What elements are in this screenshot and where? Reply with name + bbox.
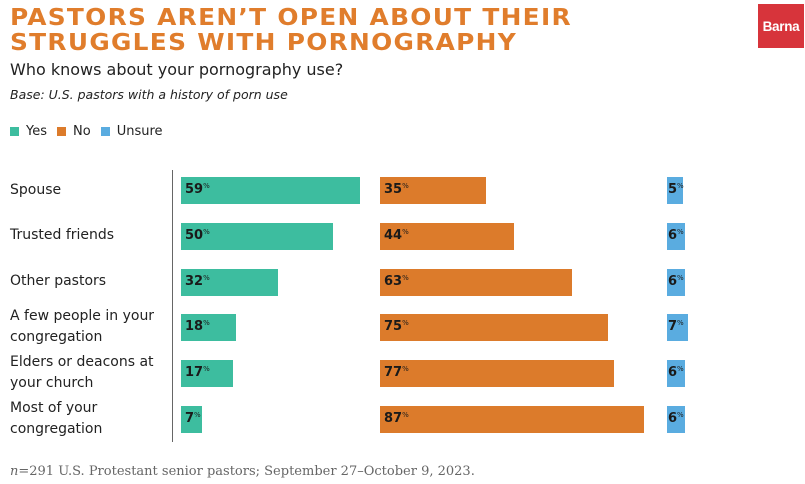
bar-no-elders-or-deacons-at-your-church: 77% (380, 360, 615, 388)
chart-title-line-2: STRUGGLES WITH PORNOGRAPHY (10, 30, 518, 56)
category-label-other-pastors: Other pastors (10, 271, 170, 292)
footnote-text: =291 U.S. Protestant senior pastors; Sep… (18, 464, 475, 479)
bar-unsure-trusted-friends: 6% (667, 222, 686, 250)
data-label-unsure-elders-or-deacons-at-your-church: 6% (668, 365, 684, 381)
legend-swatch-no (57, 127, 66, 136)
data-label-no-spouse: 35% (384, 182, 409, 197)
data-label-yes-most-of-your-congregation: 7% (185, 411, 201, 426)
data-label-unsure-most-of-your-congregation: 6% (668, 411, 684, 426)
bar-no-trusted-friends: 44% (380, 222, 514, 250)
legend-item-no: No (57, 124, 91, 139)
category-label-elders-or-deacons-at-your-church: Elders or deacons at your church (10, 352, 170, 394)
data-label-yes-other-pastors: 32% (185, 273, 210, 289)
legend: Yes No Unsure (10, 124, 163, 139)
chart-title: PASTORS AREN’T OPEN ABOUT THEIR STRUGGLE… (10, 6, 572, 56)
category-label-line: congregation (10, 329, 103, 346)
bar-yes-trusted-friends: 50% (181, 222, 333, 250)
legend-swatch-yes (10, 127, 19, 136)
footnote: n=291 U.S. Protestant senior pastors; Se… (10, 464, 475, 479)
footnote-n-symbol: n (10, 464, 19, 479)
bar-unsure-a-few-people-in-your-congregation: 7% (667, 314, 689, 342)
legend-item-yes: Yes (10, 124, 47, 139)
bar-yes-elders-or-deacons-at-your-church: 17% (181, 360, 233, 388)
category-label-line: congregation (10, 421, 103, 437)
data-label-no-trusted-friends: 44% (384, 227, 409, 243)
chart-subtitle: Who knows about your pornography use? (10, 60, 344, 79)
category-label-line: Elders or deacons at (10, 354, 154, 371)
category-label-line: Other pastors (10, 273, 107, 290)
bar-unsure-most-of-your-congregation: 6% (667, 406, 686, 433)
data-label-unsure-a-few-people-in-your-congregation: 7% (668, 319, 684, 335)
bar-no-most-of-your-congregation: 87% (380, 406, 645, 433)
data-label-yes-a-few-people-in-your-congregation: 18% (185, 319, 210, 335)
category-label-trusted-friends: Trusted friends (10, 225, 170, 246)
legend-label-unsure: Unsure (116, 124, 163, 139)
category-axis-line (172, 170, 173, 442)
legend-swatch-unsure (100, 127, 110, 136)
category-label-spouse: Spouse (10, 180, 170, 201)
bar-no-other-pastors: 63% (380, 268, 572, 296)
bar-no-a-few-people-in-your-congregation: 75% (380, 314, 608, 342)
data-label-unsure-other-pastors: 6% (668, 273, 684, 289)
category-label-a-few-people-in-your-congregation: A few people in your congregation (10, 306, 170, 348)
data-label-unsure-trusted-friends: 6% (668, 227, 684, 243)
bar-yes-spouse: 59% (181, 177, 361, 204)
bar-yes-most-of-your-congregation: 7% (181, 406, 203, 433)
category-label-line: A few people in your (10, 308, 155, 325)
data-label-no-other-pastors: 63% (384, 273, 409, 289)
category-label-line: Most of your (10, 400, 98, 416)
data-label-no-a-few-people-in-your-congregation: 75% (384, 319, 409, 335)
bar-unsure-spouse: 5% (667, 177, 684, 204)
category-label-line: your church (10, 375, 94, 392)
data-label-no-elders-or-deacons-at-your-church: 77% (384, 365, 409, 381)
legend-label-yes: Yes (26, 124, 47, 139)
bar-no-spouse: 35% (380, 177, 487, 204)
bar-yes-a-few-people-in-your-congregation: 18% (181, 314, 236, 342)
data-label-yes-spouse: 59% (185, 182, 210, 197)
barna-logo: Barna (758, 4, 804, 48)
chart-title-line-1: PASTORS AREN’T OPEN ABOUT THEIR (10, 5, 572, 31)
bar-unsure-elders-or-deacons-at-your-church: 6% (667, 360, 686, 388)
legend-label-no: No (73, 124, 91, 139)
category-label-line: Spouse (10, 181, 62, 198)
category-label-line: Trusted friends (10, 227, 115, 244)
bar-unsure-other-pastors: 6% (667, 268, 686, 296)
data-label-yes-elders-or-deacons-at-your-church: 17% (185, 365, 210, 381)
data-label-no-most-of-your-congregation: 87% (384, 411, 409, 426)
bar-yes-other-pastors: 32% (181, 268, 279, 296)
data-label-yes-trusted-friends: 50% (185, 227, 210, 243)
data-label-unsure-spouse: 5% (668, 182, 684, 197)
legend-item-unsure: Unsure (100, 124, 163, 139)
category-label-most-of-your-congregation: Most of your congregation (10, 398, 170, 440)
base-note: Base: U.S. pastors with a history of por… (10, 87, 288, 102)
